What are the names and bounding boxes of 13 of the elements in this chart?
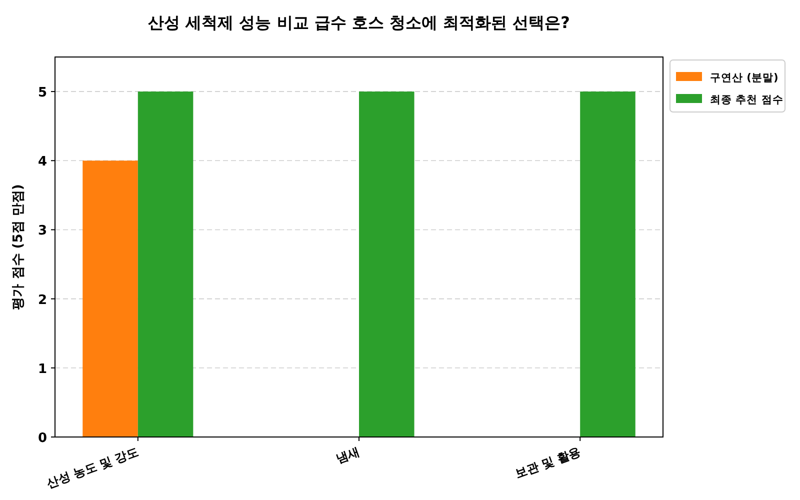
y-tick-label: 5 [38,86,47,101]
y-tick-label: 1 [38,362,47,377]
y-tick-label: 2 [38,292,47,308]
x-tick-label: 산성 농도 및 강도 [44,444,140,491]
legend-label: 구연산 (분말) [710,72,778,84]
x-tick-label: 냄새 [334,444,362,466]
y-tick-label: 0 [38,431,47,446]
y-tick-label: 3 [38,224,47,239]
legend-label: 최종 추천 점수 [710,94,784,106]
y-tick-label: 4 [38,154,47,170]
y-axis-title: 평가 점수 (5점 만점) [11,184,26,310]
x-tick-label: 보관 및 활용 [513,444,582,481]
chart-title: 산성 세척제 성능 비교 급수 호스 청소에 최적화된 선택은? [148,13,570,32]
